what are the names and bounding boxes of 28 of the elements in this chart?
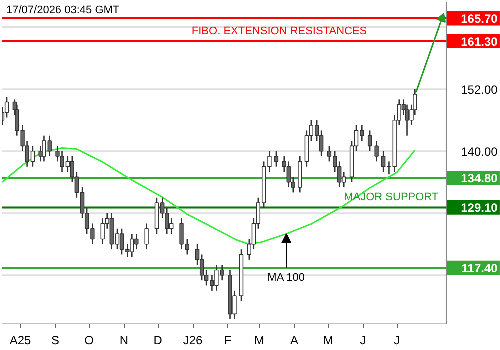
x-tick-label: M xyxy=(254,334,265,348)
ref-line-label: 129.10 xyxy=(461,201,498,216)
candlestick xyxy=(368,130,372,152)
ref-line-label: 134.80 xyxy=(461,172,498,186)
candlestick xyxy=(274,150,279,168)
x-tick-label: J xyxy=(394,334,400,348)
x-tick-label: D xyxy=(154,334,163,348)
x-tick-label: J xyxy=(360,334,366,348)
candlestick xyxy=(381,150,386,173)
x-tick-label: O xyxy=(84,334,94,348)
annotation: 17/07/2026 03:45 GMT xyxy=(6,4,120,16)
y-tick-label: 152.00 xyxy=(461,82,498,97)
x-tick-label: A xyxy=(290,334,299,348)
x-tick-label: F xyxy=(224,334,232,348)
x-tick-label: N xyxy=(120,334,129,348)
x-tick-label: A25 xyxy=(10,334,32,348)
ref-line-label: 165.70 xyxy=(461,12,498,26)
x-tick-label: S xyxy=(51,334,60,348)
x-tick-label: J26 xyxy=(183,334,204,348)
candlestick xyxy=(144,223,149,250)
ref-line-label: 117.40 xyxy=(462,262,498,276)
annotation: MA 100 xyxy=(268,272,305,284)
candlestick xyxy=(4,96,10,118)
ref-line-label: 161.30 xyxy=(461,34,498,49)
y-tick-label: 140.00 xyxy=(461,144,498,159)
annotation: FIBO. EXTENSION RESISTANCES xyxy=(192,25,368,38)
candlestick xyxy=(374,140,379,162)
x-tick-label: M xyxy=(323,334,334,348)
